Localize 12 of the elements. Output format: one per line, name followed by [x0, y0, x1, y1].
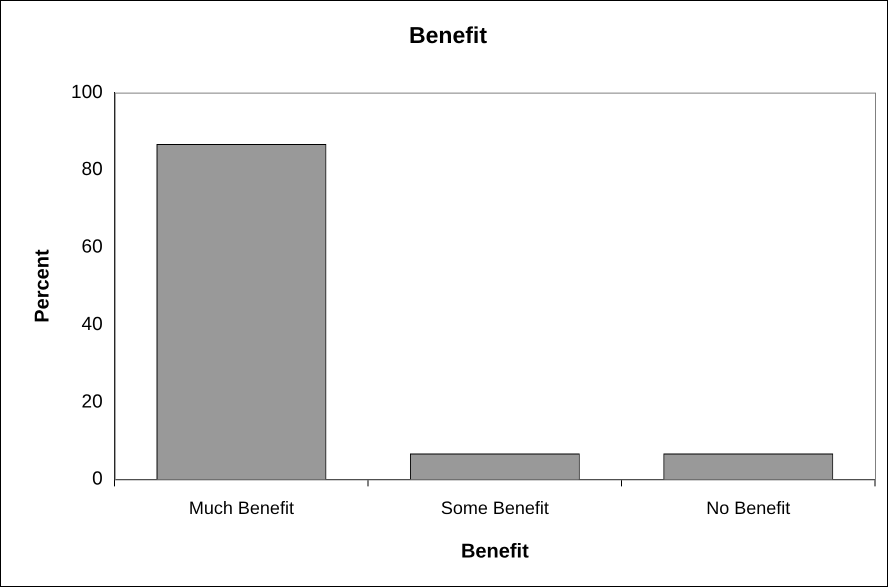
x-tick-label: Some Benefit	[440, 498, 549, 518]
y-tick-label: 40	[82, 314, 103, 335]
x-axis-title: Benefit	[460, 540, 530, 563]
y-tick-label: 60	[82, 236, 103, 258]
y-tick-label: 80	[82, 159, 103, 180]
x-tick-label: No Benefit	[706, 498, 790, 518]
y-tick-label: 100	[71, 82, 103, 103]
y-axis-title: Percent	[32, 248, 54, 323]
y-tick-label: 20	[82, 391, 103, 412]
y-tick-label: 0	[92, 468, 103, 490]
chart-title: Benefit	[409, 22, 488, 48]
x-tick-label: Much Benefit	[188, 498, 294, 518]
